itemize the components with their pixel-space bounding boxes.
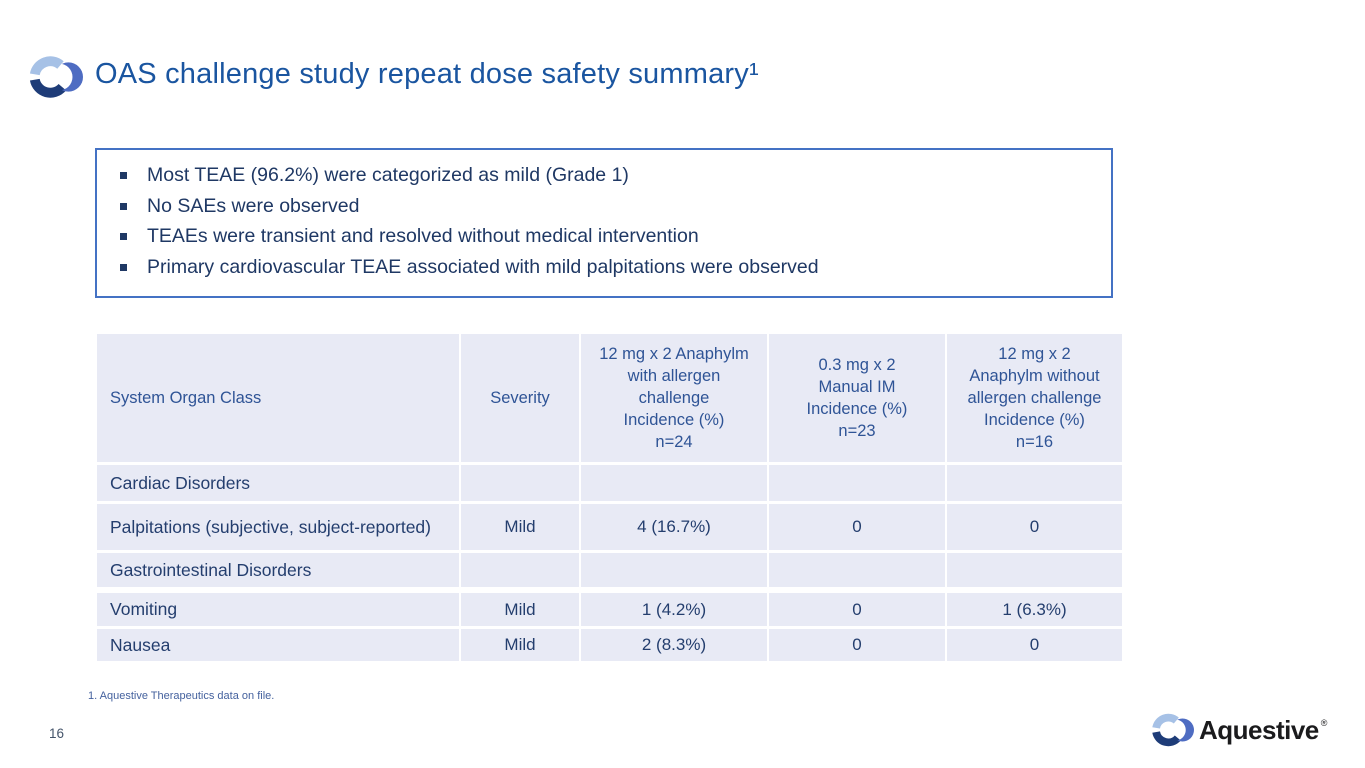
key-points-box: Most TEAE (96.2%) were categorized as mi… — [95, 148, 1113, 298]
bullet-text: No SAEs were observed — [147, 194, 360, 217]
bullet-text: TEAEs were transient and resolved withou… — [147, 225, 699, 247]
table-row: Nausea Mild 2 (8.3%) 0 0 — [97, 629, 1122, 661]
list-item: Primary cardiovascular TEAE associated w… — [97, 252, 1111, 283]
table-cell: 0 — [947, 629, 1122, 661]
table-cell — [581, 553, 767, 590]
table-row: Palpitations (subjective, subject-report… — [97, 504, 1122, 550]
table-cell — [769, 553, 945, 590]
registered-trademark-icon: ® — [1320, 718, 1328, 728]
row-label: Cardiac Disorders — [97, 465, 459, 501]
row-label: Gastrointestinal Disorders — [97, 553, 459, 590]
table-cell: 1 (4.2%) — [581, 593, 767, 626]
table-cell: 0 — [947, 504, 1122, 550]
list-item: TEAEs were transient and resolved withou… — [97, 221, 1111, 252]
table-cell — [461, 465, 579, 501]
row-label: Nausea — [97, 629, 459, 661]
column-header-system-organ-class: System Organ Class — [97, 334, 459, 462]
table-cell: 4 (16.7%) — [581, 504, 767, 550]
page-number: 16 — [49, 726, 65, 741]
table-cell — [947, 465, 1122, 501]
column-header-severity: Severity — [461, 334, 579, 462]
row-label: Vomiting — [97, 593, 459, 626]
aquestive-logo-icon — [29, 56, 83, 98]
aquestive-logo-icon — [1152, 713, 1194, 747]
table-cell — [769, 465, 945, 501]
bullet-text: Primary cardiovascular TEAE associated w… — [147, 255, 819, 278]
table-cell: Mild — [461, 504, 579, 550]
bullet-square-icon — [120, 263, 127, 271]
bullet-square-icon — [120, 172, 127, 179]
key-points-list: Most TEAE (96.2%) were categorized as mi… — [97, 160, 1111, 282]
list-item: No SAEs were observed — [97, 191, 1111, 222]
table-row: Cardiac Disorders — [97, 465, 1122, 501]
page-title: OAS challenge study repeat dose safety s… — [95, 58, 759, 90]
column-header-anaphylm-with-challenge: 12 mg x 2 Anaphylm with allergen challen… — [581, 334, 767, 462]
table-cell: Mild — [461, 629, 579, 661]
brand-lockup: Aquestive ® — [1150, 711, 1327, 749]
table-cell: 0 — [769, 504, 945, 550]
table-cell — [947, 553, 1122, 590]
bullet-text: Most TEAE (96.2%) were categorized as mi… — [147, 164, 629, 186]
table-cell: Mild — [461, 593, 579, 626]
safety-summary-table: System Organ Class Severity 12 mg x 2 An… — [95, 331, 1124, 664]
table-header-row: System Organ Class Severity 12 mg x 2 An… — [97, 334, 1122, 462]
table-cell: 0 — [769, 629, 945, 661]
footnote: 1. Aquestive Therapeutics data on file. — [88, 690, 275, 702]
table-cell — [461, 553, 579, 590]
bullet-square-icon — [120, 202, 127, 210]
table-row: Gastrointestinal Disorders — [97, 553, 1122, 590]
row-label: Palpitations (subjective, subject-report… — [97, 504, 459, 550]
list-item: Most TEAE (96.2%) were categorized as mi… — [97, 160, 1111, 191]
bullet-square-icon — [120, 233, 127, 240]
table-cell: 1 (6.3%) — [947, 593, 1122, 626]
column-header-manual-im: 0.3 mg x 2 Manual IM Incidence (%) n=23 — [769, 334, 945, 462]
brand-name: Aquestive — [1199, 714, 1319, 745]
table-cell: 2 (8.3%) — [581, 629, 767, 661]
table-row: Vomiting Mild 1 (4.2%) 0 1 (6.3%) — [97, 593, 1122, 626]
table-cell — [581, 465, 767, 501]
column-header-anaphylm-without-challenge: 12 mg x 2 Anaphylm without allergen chal… — [947, 334, 1122, 462]
table-cell: 0 — [769, 593, 945, 626]
